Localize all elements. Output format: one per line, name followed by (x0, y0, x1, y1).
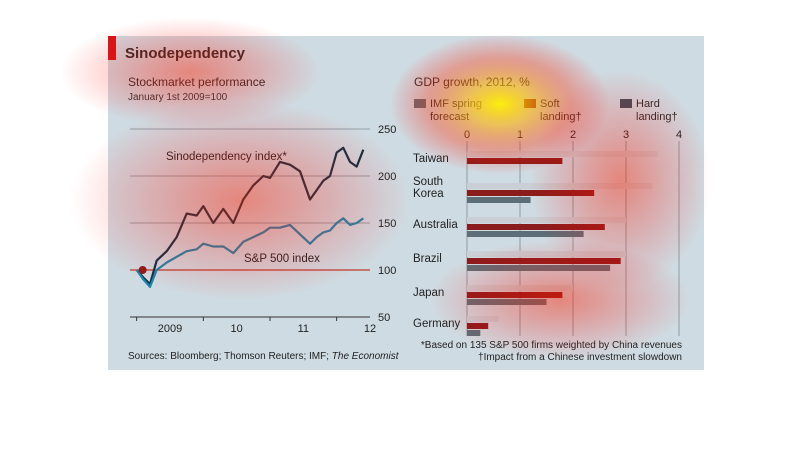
category-label-2-0: Australia (413, 219, 458, 231)
bar-x-tick-label-4: 4 (676, 129, 682, 141)
category-label-0-0: Taiwan (413, 153, 449, 165)
x-tick-label-11: 11 (298, 323, 309, 335)
bar-x-tick-label-3: 3 (623, 129, 629, 141)
sources-text: Sources: Bloomberg; Thomson Reuters; IMF… (128, 351, 332, 362)
bar-2-series-2 (467, 231, 584, 237)
x-tick-label-2009: 2009 (158, 323, 182, 335)
bar-1-series-1 (467, 190, 595, 196)
sources-note: Sources: Bloomberg; Thomson Reuters; IMF… (128, 351, 399, 362)
bar-1-series-2 (467, 197, 531, 203)
footnote-2: †Impact from a Chinese investment slowdo… (478, 352, 682, 363)
bar-5-series-2 (467, 330, 481, 336)
bar-x-tick-label-2: 2 (570, 129, 576, 141)
category-label-5-0: Germany (413, 318, 461, 330)
x-tick-label-10: 10 (231, 323, 243, 335)
bar-0-series-1 (467, 158, 563, 164)
chart-panel: Sinodependency Stockmarket performance J… (108, 36, 704, 370)
bar-3-series-2 (467, 265, 611, 271)
bar-2-series-0 (467, 217, 626, 223)
y-tick-label-50: 50 (378, 312, 390, 324)
bar-3-series-0 (467, 251, 626, 257)
category-label-4-0: Japan (413, 287, 444, 299)
y-tick-label-100: 100 (378, 265, 396, 277)
category-label-3-0: Brazil (413, 253, 442, 265)
bar-5-series-1 (467, 323, 489, 329)
category-label-1-1: Korea (413, 188, 444, 200)
x-tick-label-12: 12 (364, 323, 376, 335)
bar-1-series-0 (467, 183, 653, 189)
y-tick-label-250: 250 (378, 124, 396, 136)
bar-x-tick-label-0: 0 (464, 129, 470, 141)
footnote-1: *Based on 135 S&P 500 firms weighted by … (420, 340, 682, 351)
y-tick-label-200: 200 (378, 171, 396, 183)
bar-0-series-0 (467, 151, 658, 157)
bar-2-series-1 (467, 224, 605, 230)
bar-5-series-0 (467, 316, 499, 322)
series-label-sinodependency: Sinodependency index* (166, 151, 287, 163)
bar-4-series-0 (467, 285, 573, 291)
bar-x-tick-label-1: 1 (517, 129, 523, 141)
y-tick-label-150: 150 (378, 218, 396, 230)
bar-4-series-2 (467, 299, 547, 305)
sources-italic: The Economist (331, 351, 399, 362)
category-label-1-0: South (413, 176, 443, 188)
bar-3-series-1 (467, 258, 621, 264)
series-label-sp500: S&P 500 index (244, 253, 320, 265)
bar-4-series-1 (467, 292, 563, 298)
base-marker (138, 266, 147, 274)
